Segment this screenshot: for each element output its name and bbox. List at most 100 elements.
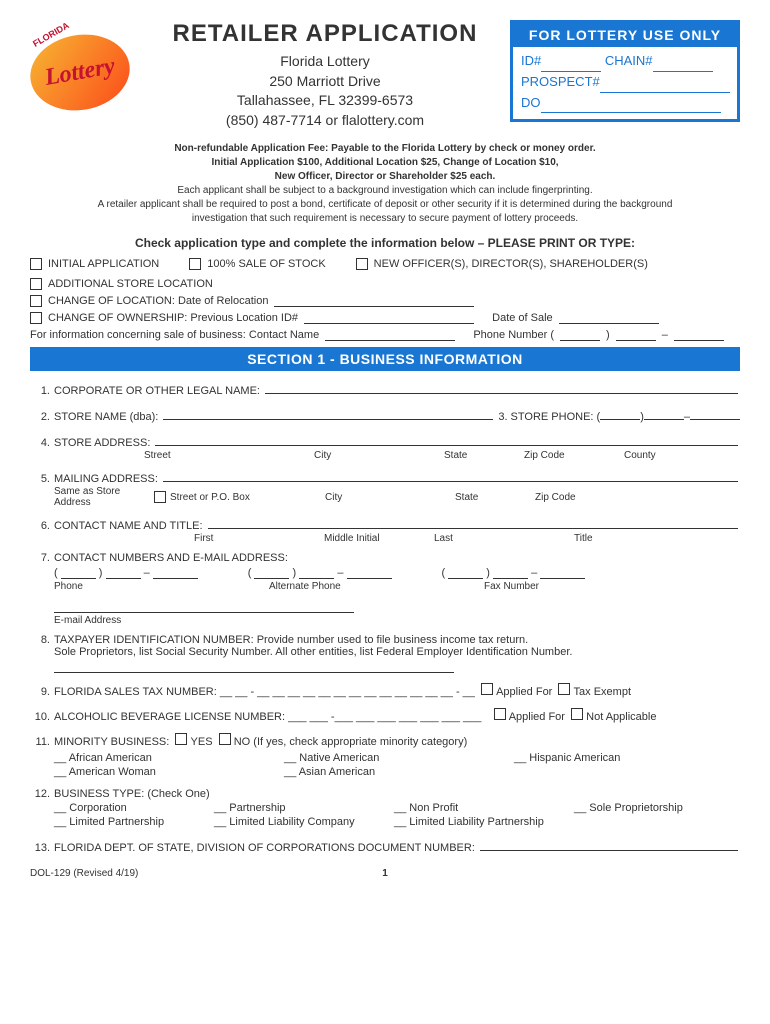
phone-area-field[interactable]	[560, 328, 600, 341]
additional-label: ADDITIONAL STORE LOCATION	[48, 278, 213, 290]
store-addr-field[interactable]	[155, 433, 738, 446]
apptype-row1: INITIAL APPLICATION 100% SALE OF STOCK N…	[30, 258, 740, 274]
form-id: DOL-129 (Revised 4/19)	[30, 868, 138, 879]
f4-state: State	[444, 450, 524, 461]
fee-l1: Non-refundable Application Fee: Payable …	[30, 142, 740, 156]
cb-change-own[interactable]	[30, 312, 42, 324]
cb-same-addr[interactable]	[154, 491, 166, 503]
f7-alt: Alternate Phone	[269, 581, 484, 592]
email-field[interactable]	[54, 600, 354, 613]
f11-na: Native American	[299, 752, 379, 764]
f8b-label: Sole Proprietors, list Social Security N…	[54, 646, 740, 658]
org-name: Florida Lottery	[155, 52, 495, 72]
reloc-date-field[interactable]	[274, 294, 474, 307]
info-line-label: For information concerning sale of busin…	[30, 329, 319, 341]
f3-label: 3. STORE PHONE: (	[498, 411, 600, 423]
phone-area[interactable]	[600, 407, 640, 420]
change-loc-label: CHANGE OF LOCATION: Date of Relocation	[48, 295, 268, 307]
addr1: 250 Marriott Drive	[155, 72, 495, 92]
f10-applied: Applied For	[509, 711, 565, 723]
ph-c2[interactable]	[493, 566, 528, 579]
ph-a3[interactable]	[153, 566, 198, 579]
cb-na-alc[interactable]	[571, 708, 583, 720]
f5-state: State	[455, 492, 535, 503]
doc-num-field[interactable]	[480, 838, 738, 851]
cb-officers[interactable]	[356, 258, 368, 270]
sale-label: 100% SALE OF STOCK	[207, 258, 325, 270]
prospect-field[interactable]	[600, 79, 730, 93]
phone-num-field[interactable]	[674, 328, 724, 341]
cb-change-loc[interactable]	[30, 295, 42, 307]
initial-label: INITIAL APPLICATION	[48, 258, 159, 270]
f12-np: Non Profit	[409, 802, 458, 814]
ph-b3[interactable]	[347, 566, 392, 579]
ph-a2[interactable]	[106, 566, 141, 579]
legal-name-field[interactable]	[265, 381, 738, 394]
chain-field[interactable]	[653, 58, 713, 72]
f11-yes: YES	[191, 736, 213, 748]
contact-name-title-field[interactable]	[208, 516, 738, 529]
id-field[interactable]	[541, 58, 601, 72]
ph-c1[interactable]	[448, 566, 483, 579]
fee-l2: Initial Application $100, Additional Loc…	[30, 156, 740, 170]
cb-applied-tax[interactable]	[481, 683, 493, 695]
page-title: RETAILER APPLICATION	[155, 20, 495, 48]
f7-fax: Fax Number	[484, 581, 539, 592]
f8-label: TAXPAYER IDENTIFICATION NUMBER: Provide …	[54, 634, 528, 646]
f9-exempt: Tax Exempt	[574, 686, 631, 698]
f12-label: BUSINESS TYPE: (Check One)	[54, 788, 210, 800]
contact-name-field[interactable]	[325, 328, 455, 341]
mail-addr-field[interactable]	[163, 469, 738, 482]
f4-street: Street	[144, 450, 314, 461]
fee-l4: Each applicant shall be subject to a bac…	[30, 184, 740, 198]
f9-label: FLORIDA SALES TAX NUMBER: __ __ - __ __ …	[54, 686, 475, 698]
prev-loc-field[interactable]	[304, 311, 474, 324]
f7-email: E-mail Address	[54, 615, 121, 626]
fee-l5: A retailer applicant shall be required t…	[30, 198, 740, 212]
ph-a1[interactable]	[61, 566, 96, 579]
phone-num[interactable]	[690, 407, 740, 420]
change-own-label: CHANGE OF OWNERSHIP: Previous Location I…	[48, 312, 298, 324]
cb-sale[interactable]	[189, 258, 201, 270]
f10-label: ALCOHOLIC BEVERAGE LICENSE NUMBER: ___ _…	[54, 711, 481, 723]
dba-field[interactable]	[163, 407, 493, 420]
cb-min-yes[interactable]	[175, 733, 187, 745]
ph-b1[interactable]	[254, 566, 289, 579]
header-row: FLORIDA Lottery RETAILER APPLICATION Flo…	[30, 20, 740, 130]
cb-additional[interactable]	[30, 278, 42, 290]
f6-first: First	[194, 533, 324, 544]
ph-b2[interactable]	[299, 566, 334, 579]
date-sale-label: Date of Sale	[492, 312, 553, 324]
phone-pre[interactable]	[644, 407, 684, 420]
f6-label: CONTACT NAME AND TITLE:	[54, 520, 203, 532]
cb-applied-alc[interactable]	[494, 708, 506, 720]
phone-pre-field[interactable]	[616, 328, 656, 341]
f7-label: CONTACT NUMBERS AND E-MAIL ADDRESS:	[54, 552, 288, 564]
phone-label: Phone Number (	[473, 329, 554, 341]
id-label: ID#	[521, 53, 541, 68]
f5-label: MAILING ADDRESS:	[54, 473, 158, 485]
f4-zip: Zip Code	[524, 450, 624, 461]
f5-street: Street or P.O. Box	[170, 492, 325, 503]
prospect-label: PROSPECT#	[521, 74, 600, 89]
f4-county: County	[624, 450, 656, 461]
cb-initial[interactable]	[30, 258, 42, 270]
lottery-use-only-box: FOR LOTTERY USE ONLY ID# CHAIN# PROSPECT…	[510, 20, 740, 122]
footer: DOL-129 (Revised 4/19) 1	[30, 868, 740, 879]
cb-exempt[interactable]	[558, 683, 570, 695]
check-title: Check application type and complete the …	[30, 236, 740, 250]
ph-c3[interactable]	[540, 566, 585, 579]
f11-label: MINORITY BUSINESS:	[54, 736, 169, 748]
date-sale-field[interactable]	[559, 311, 659, 324]
fee-l3: New Officer, Director or Shareholder $25…	[30, 170, 740, 184]
logo-main-text: Lottery	[28, 51, 131, 95]
f9-applied: Applied For	[496, 686, 552, 698]
f10-na: Not Applicable	[586, 711, 656, 723]
cb-min-no[interactable]	[219, 733, 231, 745]
f12-llp: Limited Liability Partnership	[409, 816, 544, 828]
do-field[interactable]	[541, 99, 721, 113]
f6-last: Last	[434, 533, 574, 544]
section1-header: SECTION 1 - BUSINESS INFORMATION	[30, 347, 740, 371]
header-center: RETAILER APPLICATION Florida Lottery 250…	[155, 20, 495, 130]
tin-field[interactable]	[54, 660, 454, 673]
